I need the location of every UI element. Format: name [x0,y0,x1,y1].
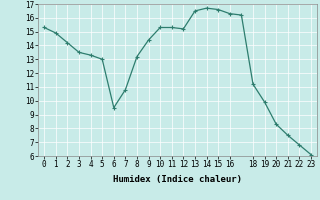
X-axis label: Humidex (Indice chaleur): Humidex (Indice chaleur) [113,175,242,184]
